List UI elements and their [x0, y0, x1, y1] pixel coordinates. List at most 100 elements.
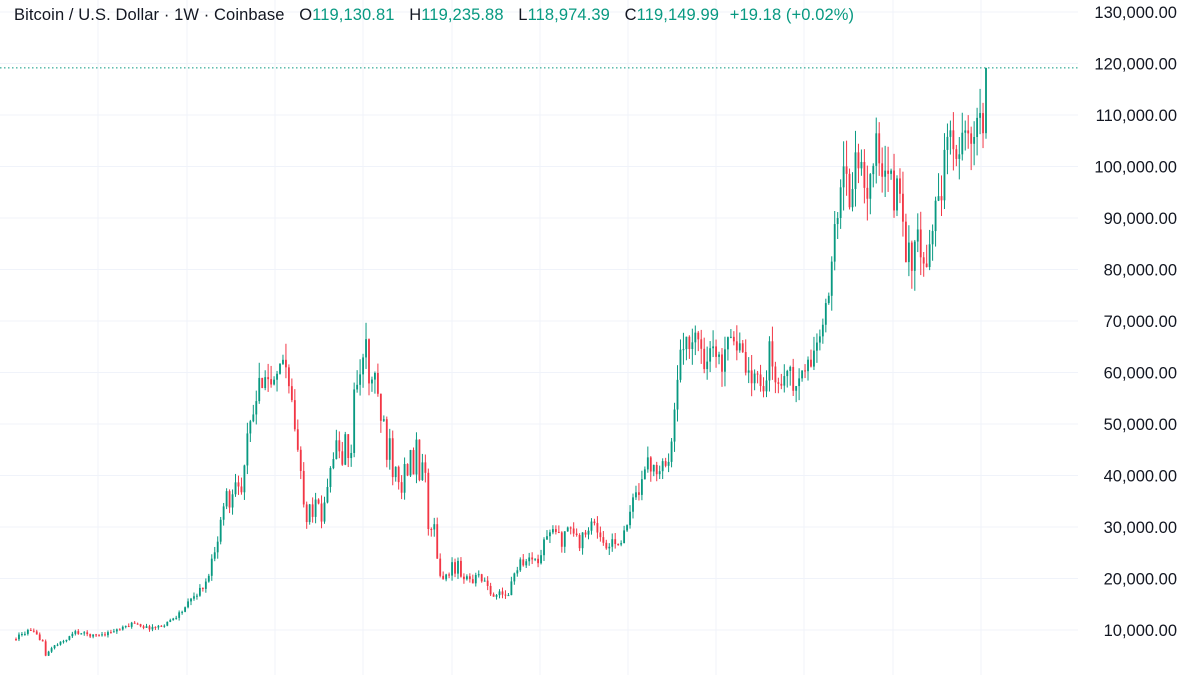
candle[interactable] [326, 478, 329, 504]
candle[interactable] [768, 336, 771, 392]
candle[interactable] [937, 173, 940, 202]
candle[interactable] [602, 531, 605, 546]
candle[interactable] [979, 88, 981, 135]
candle[interactable] [949, 120, 952, 155]
candle[interactable] [98, 634, 100, 637]
candle[interactable] [320, 495, 323, 529]
candle[interactable] [807, 356, 809, 381]
candle[interactable] [296, 419, 299, 452]
candle[interactable] [673, 402, 676, 452]
candle[interactable] [258, 362, 261, 404]
candle[interactable] [198, 584, 201, 597]
candle[interactable] [982, 102, 984, 149]
candle[interactable] [353, 382, 356, 458]
candle[interactable] [845, 140, 848, 196]
candle[interactable] [148, 624, 151, 632]
candle[interactable] [430, 527, 433, 537]
candle[interactable] [510, 576, 513, 596]
candle[interactable] [744, 339, 747, 376]
candle[interactable] [287, 364, 290, 394]
candle[interactable] [804, 364, 806, 379]
candle[interactable] [664, 457, 667, 468]
candle[interactable] [448, 572, 451, 579]
candle[interactable] [525, 558, 528, 568]
candle[interactable] [492, 592, 495, 597]
candle[interactable] [139, 623, 142, 628]
candle[interactable] [765, 370, 768, 398]
candle[interactable] [578, 533, 581, 552]
candle[interactable] [824, 298, 827, 333]
candle[interactable] [554, 525, 557, 535]
candle[interactable] [246, 422, 249, 475]
candle[interactable] [44, 639, 47, 657]
candle[interactable] [513, 572, 516, 585]
candle[interactable] [655, 461, 658, 482]
candle[interactable] [827, 292, 830, 305]
candle[interactable] [457, 557, 459, 579]
candle[interactable] [184, 606, 187, 613]
candle[interactable] [691, 328, 694, 365]
candle[interactable] [219, 516, 222, 545]
candle[interactable] [566, 526, 569, 532]
candle[interactable] [424, 454, 427, 483]
candle[interactable] [115, 628, 118, 634]
candle[interactable] [801, 370, 804, 382]
candle[interactable] [400, 475, 403, 500]
candle[interactable] [759, 364, 762, 392]
candle[interactable] [388, 428, 391, 470]
candle[interactable] [234, 473, 237, 497]
candle[interactable] [569, 526, 572, 535]
candle[interactable] [323, 496, 326, 524]
candle[interactable] [549, 529, 551, 544]
candle[interactable] [813, 336, 815, 371]
candle[interactable] [74, 629, 77, 636]
candle[interactable] [551, 525, 554, 535]
candle[interactable] [531, 552, 534, 565]
candle[interactable] [374, 371, 376, 394]
candle[interactable] [863, 149, 866, 204]
candle[interactable] [762, 377, 765, 398]
candle[interactable] [376, 363, 379, 397]
candle[interactable] [71, 631, 74, 638]
candle[interactable] [341, 441, 344, 466]
candle[interactable] [899, 168, 901, 204]
candle[interactable] [228, 489, 231, 514]
candle[interactable] [741, 339, 744, 354]
candle[interactable] [480, 573, 483, 583]
candle[interactable] [727, 336, 729, 361]
candle[interactable] [640, 470, 643, 501]
candle[interactable] [818, 329, 821, 351]
candle[interactable] [382, 415, 385, 422]
candle[interactable] [112, 628, 115, 633]
candle[interactable] [166, 621, 169, 627]
candle[interactable] [385, 416, 388, 468]
candle[interactable] [543, 537, 545, 561]
candle[interactable] [460, 557, 462, 578]
candle[interactable] [836, 212, 839, 240]
candle[interactable] [68, 635, 71, 641]
candle[interactable] [735, 325, 738, 361]
candle[interactable] [29, 628, 32, 631]
candle[interactable] [522, 554, 525, 567]
candle[interactable] [121, 625, 124, 631]
candle[interactable] [780, 373, 783, 390]
candle[interactable] [952, 112, 955, 171]
candle[interactable] [379, 393, 382, 433]
candle[interactable] [305, 501, 308, 529]
candle[interactable] [676, 365, 679, 422]
candle[interactable] [207, 573, 210, 583]
candle[interactable] [866, 165, 869, 221]
candle[interactable] [110, 629, 112, 634]
candle[interactable] [86, 630, 89, 637]
candle[interactable] [495, 594, 498, 600]
candle[interactable] [172, 617, 175, 621]
candle[interactable] [169, 618, 172, 623]
candle[interactable] [136, 622, 139, 625]
candle[interactable] [104, 632, 106, 637]
candle[interactable] [38, 632, 41, 641]
candle[interactable] [175, 615, 178, 620]
candle[interactable] [540, 549, 542, 565]
candle[interactable] [237, 475, 240, 495]
candle[interactable] [872, 163, 875, 188]
